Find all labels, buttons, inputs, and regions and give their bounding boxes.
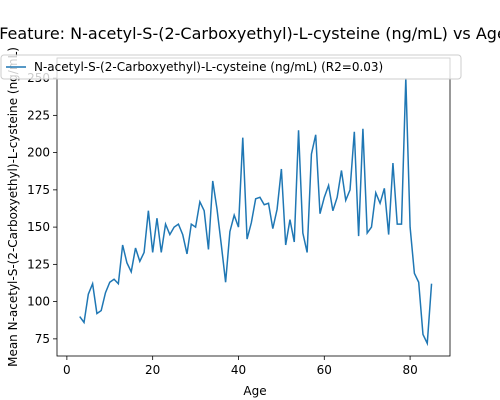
y-tick-label: 175	[27, 183, 50, 197]
x-tick-label: 80	[402, 363, 417, 377]
y-tick-label: 225	[27, 108, 50, 122]
y-tick-label: 125	[27, 257, 50, 271]
x-tick-label: 0	[63, 363, 71, 377]
x-tick-label: 40	[231, 363, 246, 377]
x-axis-label: Age	[243, 384, 266, 398]
y-tick-label: 200	[27, 146, 50, 160]
chart-title: Feature: N-acetyl-S-(2-Carboxyethyl)-L-c…	[0, 24, 500, 43]
legend-box	[0, 54, 462, 80]
legend: N-acetyl-S-(2-Carboxyethyl)-L-cysteine (…	[0, 54, 462, 80]
x-tick-label: 60	[317, 363, 332, 377]
y-axis-label: Mean N-acetyl-S-(2-Carboxyethyl)-L-cyste…	[6, 47, 20, 367]
legend-label: N-acetyl-S-(2-Carboxyethyl)-L-cysteine (…	[34, 60, 383, 74]
y-tick-label: 75	[35, 332, 50, 346]
y-tick-label: 100	[27, 295, 50, 309]
line-series	[79, 78, 433, 347]
y-tick-label: 150	[27, 220, 50, 234]
x-tick-label: 20	[145, 363, 160, 377]
